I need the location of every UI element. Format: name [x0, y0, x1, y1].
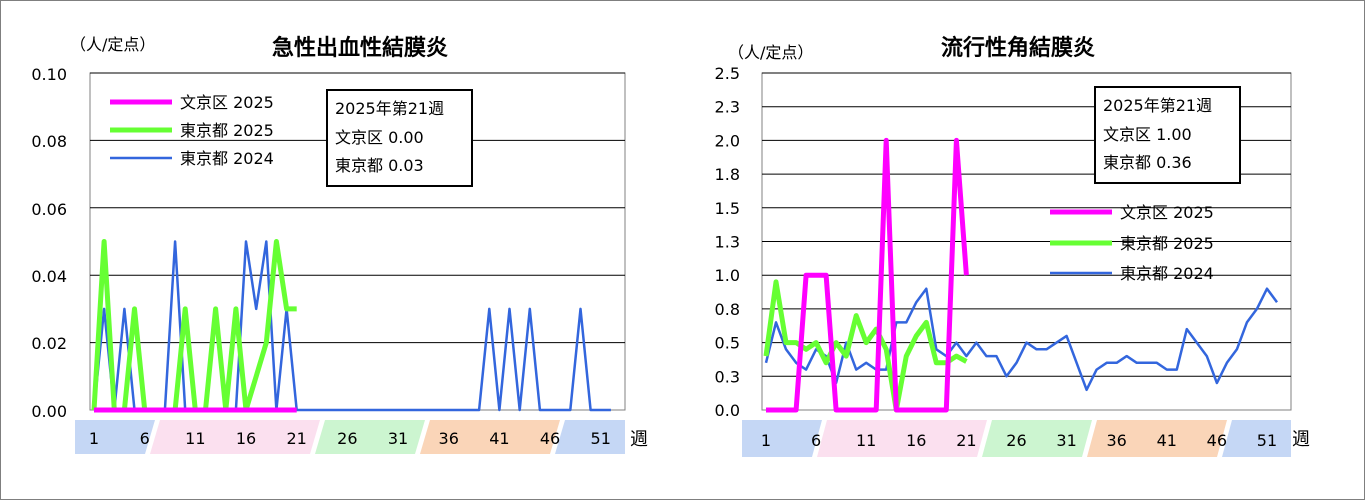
right-legend-label: 東京都 2025 [1120, 234, 1214, 253]
left-ytick-label: 0.06 [31, 200, 67, 219]
right-xtick-label: 1 [761, 431, 771, 450]
left-x-tick-labels: 1 6 11 16 21 26 31 36 41 46 51 [89, 429, 611, 448]
left-xtick-label: 21 [287, 429, 307, 448]
left-band-winter-end [555, 420, 625, 454]
right-ytick-label: 2.0 [715, 131, 740, 150]
left-ytick-label: 0.10 [31, 65, 67, 84]
right-xtick-label: 41 [1157, 431, 1177, 450]
left-xtick-label: 31 [388, 429, 408, 448]
right-band-summer [982, 420, 1092, 457]
right-ytick-label: 0.5 [715, 334, 740, 353]
right-xtick-label: 31 [1056, 431, 1076, 450]
left-ytick-label: 0.00 [31, 402, 67, 421]
left-band-summer [315, 420, 425, 454]
left-band-spring [150, 420, 320, 454]
right-info-week: 2025年第21週 [1103, 96, 1212, 115]
left-legend-label: 東京都 2024 [180, 149, 274, 168]
left-ytick-label: 0.02 [31, 334, 67, 353]
left-info-tokyo: 東京都 0.03 [335, 156, 424, 175]
right-legend: 文京区 2025 東京都 2025 東京都 2024 [1050, 203, 1214, 283]
right-ytick-label: 0.8 [715, 300, 740, 319]
right-xtick-label: 51 [1257, 431, 1277, 450]
left-y-tick-labels: 0.10 0.08 0.06 0.04 0.02 0.00 [31, 65, 67, 421]
right-legend-label: 東京都 2024 [1120, 264, 1214, 283]
right-info-bunkyo: 文京区 1.00 [1103, 125, 1192, 144]
left-xtick-label: 1 [89, 429, 99, 448]
right-info-box-frame [1094, 86, 1241, 184]
left-band-winter [75, 420, 155, 454]
left-xtick-label: 51 [591, 429, 611, 448]
chart-left: （人/定点） 急性出血性結膜炎 0.10 0.08 0.06 0.04 0.02… [31, 35, 648, 454]
left-season-band [75, 420, 625, 454]
left-chart-title: 急性出血性結膜炎 [272, 35, 448, 61]
right-band-winter-end [1222, 420, 1291, 457]
left-xtick-label: 46 [540, 429, 560, 448]
right-series-lines [763, 137, 1279, 413]
right-ytick-label: 2.5 [715, 64, 740, 83]
left-info-week: 2025年第21週 [335, 99, 444, 118]
right-chart-title: 流行性角結膜炎 [941, 35, 1095, 61]
right-xtick-label: 6 [811, 431, 821, 450]
right-season-band [742, 420, 1291, 457]
left-xtick-label: 11 [185, 429, 205, 448]
left-info-bunkyo: 文京区 0.00 [335, 128, 424, 147]
left-ytick-label: 0.08 [31, 132, 67, 151]
chart-right: （人/定点） 流行性角結膜炎 2.5 2.3 2.0 1.8 1.5 1.3 1.0 0.8 0… [715, 35, 1310, 457]
right-ytick-label: 1.0 [715, 266, 740, 285]
left-info-box-frame [326, 89, 473, 187]
left-xtick-label: 6 [140, 429, 150, 448]
right-ytick-label: 1.3 [715, 233, 740, 252]
right-xtick-label: 26 [1006, 431, 1026, 450]
left-xtick-label: 16 [236, 429, 256, 448]
right-info-tokyo: 東京都 0.36 [1103, 153, 1192, 172]
right-xtick-label: 46 [1207, 431, 1227, 450]
left-x-axis-word: 週 [630, 429, 648, 450]
right-ytick-label: 1.8 [715, 165, 740, 184]
right-series-bunkyo-2025 [766, 137, 969, 413]
right-ytick-label: 2.3 [715, 98, 740, 117]
right-legend-label: 文京区 2025 [1120, 203, 1214, 222]
right-ytick-label: 0.3 [715, 367, 740, 386]
right-xtick-label: 16 [906, 431, 926, 450]
right-ytick-label: 0.0 [715, 401, 740, 420]
right-unit-label: （人/定点） [728, 43, 813, 62]
left-band-autumn [420, 420, 560, 454]
right-series-tokyo-2024 [764, 287, 1279, 392]
left-ytick-label: 0.04 [31, 267, 67, 286]
right-x-tick-labels: 1 6 11 16 21 26 31 36 41 46 51 [761, 431, 1277, 450]
right-band-spring [817, 420, 987, 457]
right-xtick-label: 11 [856, 431, 876, 450]
right-band-autumn [1087, 420, 1227, 457]
left-info-box: 2025年第21週 文京区 0.00 東京都 0.03 [326, 89, 473, 187]
right-band-winter [742, 420, 822, 457]
left-series-lines [91, 239, 611, 413]
left-legend-label: 東京都 2025 [180, 121, 274, 140]
right-y-tick-labels: 2.5 2.3 2.0 1.8 1.5 1.3 1.0 0.8 0.5 0.3 0.0 [715, 64, 740, 420]
left-series-tokyo-2024 [92, 240, 611, 412]
left-unit-label: （人/定点） [70, 35, 155, 54]
right-info-box: 2025年第21週 文京区 1.00 東京都 0.36 [1094, 86, 1241, 184]
right-xtick-label: 21 [956, 431, 976, 450]
right-xtick-label: 36 [1106, 431, 1126, 450]
left-legend-label: 文京区 2025 [180, 93, 274, 112]
left-xtick-label: 26 [337, 429, 357, 448]
left-xtick-label: 36 [439, 429, 459, 448]
left-xtick-label: 41 [489, 429, 509, 448]
left-legend: 文京区 2025 東京都 2025 東京都 2024 [110, 93, 274, 168]
right-x-axis-word: 週 [1292, 429, 1310, 450]
right-ytick-label: 1.5 [715, 199, 740, 218]
